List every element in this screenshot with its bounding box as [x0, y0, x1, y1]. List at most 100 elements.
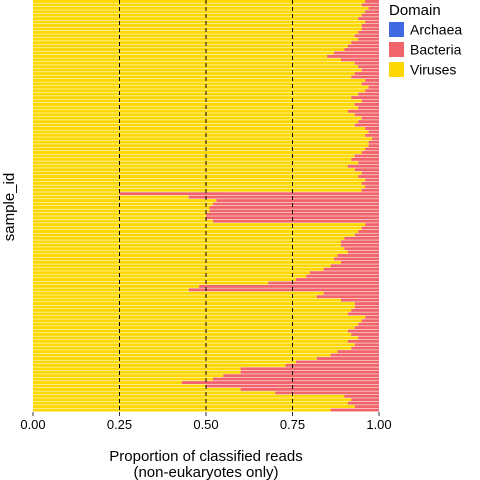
x-tick-label: 1.00	[366, 417, 391, 432]
bar-bacteria	[212, 202, 379, 206]
bar-viruses	[33, 284, 200, 288]
bar-bacteria	[209, 209, 379, 213]
bar-viruses	[33, 20, 366, 24]
bar-bacteria	[365, 178, 379, 182]
bar-bacteria	[365, 0, 379, 3]
bar-bacteria	[358, 106, 379, 110]
bar-viruses	[33, 164, 348, 168]
bar-bacteria	[337, 254, 379, 257]
bar-viruses	[33, 54, 328, 58]
x-tick-label: 0.50	[193, 417, 218, 432]
bar-bacteria	[306, 274, 379, 278]
bar-bacteria	[354, 302, 379, 306]
bar-viruses	[33, 37, 359, 41]
bar-viruses	[33, 168, 355, 172]
bar-viruses	[33, 72, 355, 75]
bar-bacteria	[344, 236, 379, 240]
legend-label-archaea: Archaea	[410, 22, 462, 38]
bar-viruses	[33, 319, 362, 323]
bar-bacteria	[240, 387, 379, 391]
bar-bacteria	[361, 82, 379, 86]
bar-bacteria	[119, 192, 379, 196]
x-axis-label-line: Proportion of classified reads	[109, 448, 302, 465]
bar-bacteria	[347, 250, 379, 254]
bar-bacteria	[337, 350, 379, 354]
bar-bacteria	[323, 291, 379, 295]
bar-viruses	[33, 171, 362, 175]
bar-bacteria	[365, 20, 379, 24]
y-axis-label: sample_id	[1, 173, 18, 241]
bar-viruses	[33, 333, 352, 336]
bar-viruses	[33, 260, 341, 264]
bar-viruses	[33, 181, 362, 185]
bar-bacteria	[358, 120, 379, 124]
bar-viruses	[33, 226, 362, 230]
bar-bacteria	[368, 85, 379, 89]
bar-viruses	[33, 17, 359, 21]
bar-viruses	[33, 233, 355, 237]
bar-viruses	[33, 212, 206, 216]
bar-viruses	[33, 343, 355, 347]
bar-bacteria	[347, 164, 379, 168]
bar-viruses	[33, 192, 120, 196]
bar-bacteria	[354, 103, 379, 106]
bar-bacteria	[358, 37, 379, 41]
legend-swatch-archaea	[389, 22, 404, 37]
bar-viruses	[33, 133, 366, 137]
bar-bacteria	[365, 147, 379, 151]
bar-viruses	[33, 281, 269, 285]
bar-viruses	[33, 243, 341, 247]
bar-viruses	[33, 298, 341, 302]
bar-bacteria	[347, 339, 379, 343]
bar-viruses	[33, 175, 359, 178]
bar-bacteria	[368, 140, 379, 144]
bar-viruses	[33, 381, 182, 384]
bar-bacteria	[240, 367, 379, 371]
bar-bacteria	[354, 34, 379, 38]
bar-bacteria	[358, 161, 379, 165]
bar-viruses	[33, 116, 362, 120]
bar-bacteria	[340, 298, 379, 302]
bar-viruses	[33, 61, 355, 65]
bar-bacteria	[309, 271, 379, 275]
bar-viruses	[33, 394, 345, 398]
bar-bacteria	[351, 41, 379, 45]
bar-viruses	[33, 92, 359, 96]
bar-bacteria	[354, 72, 379, 75]
bar-viruses	[33, 278, 296, 281]
bar-viruses	[33, 230, 359, 233]
bar-bacteria	[361, 319, 379, 323]
bar-bacteria	[351, 333, 379, 336]
bar-bacteria	[275, 391, 379, 395]
bar-bacteria	[347, 44, 379, 48]
bar-bacteria	[365, 223, 379, 227]
legend: Domain Archaea Bacteria Viruses	[389, 2, 462, 78]
bar-bacteria	[368, 6, 379, 10]
bar-viruses	[33, 3, 362, 7]
bar-viruses	[33, 161, 359, 165]
reference-lines-layer	[119, 0, 293, 412]
bar-viruses	[33, 202, 213, 206]
bar-bacteria	[285, 363, 379, 367]
bar-bacteria	[351, 96, 379, 100]
bar-viruses	[33, 206, 210, 209]
bar-bacteria	[361, 27, 379, 31]
bar-viruses	[33, 65, 359, 69]
legend-label-viruses: Viruses	[410, 62, 456, 78]
bar-bacteria	[351, 346, 379, 350]
bar-viruses	[33, 363, 286, 367]
bar-bacteria	[361, 13, 379, 17]
bar-viruses	[33, 27, 362, 31]
bar-bacteria	[361, 116, 379, 120]
bar-bacteria	[358, 65, 379, 69]
bar-bacteria	[344, 247, 379, 251]
bar-viruses	[33, 96, 352, 100]
bar-viruses	[33, 120, 359, 124]
bar-viruses	[33, 326, 355, 330]
x-axis-label-line: (non-eukaryotes only)	[133, 464, 278, 480]
bar-bacteria	[347, 109, 379, 113]
bar-bacteria	[361, 99, 379, 103]
bar-viruses	[33, 353, 331, 357]
bar-bacteria	[334, 51, 379, 55]
bar-bacteria	[358, 17, 379, 21]
